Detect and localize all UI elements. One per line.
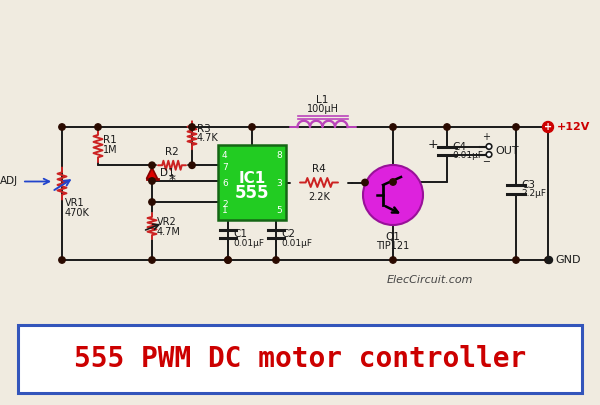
Text: 2.2K: 2.2K [308, 192, 330, 202]
Text: ADJ: ADJ [0, 177, 18, 186]
Circle shape [249, 124, 255, 130]
Text: 8: 8 [276, 151, 282, 160]
Text: C4: C4 [452, 141, 466, 151]
Text: ─: ─ [483, 158, 489, 168]
Circle shape [444, 124, 450, 130]
Circle shape [225, 257, 231, 263]
Text: 6: 6 [222, 179, 228, 188]
FancyBboxPatch shape [218, 145, 286, 220]
FancyBboxPatch shape [18, 325, 582, 393]
Text: R3: R3 [197, 124, 211, 134]
Text: 0.01µF: 0.01µF [281, 239, 312, 247]
Text: 0.01µF: 0.01µF [233, 239, 264, 247]
Polygon shape [146, 168, 157, 179]
Circle shape [486, 144, 492, 149]
Circle shape [189, 162, 195, 168]
Text: R4: R4 [312, 164, 326, 175]
Circle shape [189, 124, 195, 130]
Text: C2: C2 [281, 229, 295, 239]
Text: GND: GND [555, 255, 581, 265]
Circle shape [486, 152, 492, 157]
Text: L1: L1 [316, 95, 329, 105]
Text: C3: C3 [521, 179, 535, 190]
Text: ElecCircuit.com: ElecCircuit.com [387, 275, 473, 285]
Text: 4.7K: 4.7K [197, 133, 219, 143]
Text: C1: C1 [233, 229, 247, 239]
Circle shape [95, 124, 101, 130]
Text: R2: R2 [165, 147, 179, 157]
Text: 2.2µF: 2.2µF [521, 189, 546, 198]
Text: 5: 5 [276, 206, 282, 215]
Text: 4.7M: 4.7M [157, 227, 181, 237]
Circle shape [363, 165, 423, 225]
Circle shape [513, 257, 519, 263]
Text: 4: 4 [222, 151, 227, 160]
Text: 2: 2 [222, 200, 227, 209]
Text: TIP121: TIP121 [376, 241, 410, 251]
Text: 470K: 470K [65, 207, 90, 217]
Circle shape [149, 199, 155, 205]
Circle shape [513, 124, 519, 130]
Circle shape [273, 257, 279, 263]
Circle shape [390, 257, 396, 263]
Text: 7: 7 [222, 162, 228, 171]
Text: VR2: VR2 [157, 217, 177, 227]
Text: VR1: VR1 [65, 198, 85, 209]
Text: 0.01µF: 0.01µF [452, 151, 483, 160]
Text: 555: 555 [235, 183, 269, 202]
Circle shape [149, 162, 155, 168]
Circle shape [149, 178, 155, 184]
Circle shape [149, 257, 155, 263]
Circle shape [362, 179, 368, 186]
Text: +: + [428, 138, 439, 151]
Circle shape [545, 257, 551, 263]
Circle shape [225, 257, 231, 263]
Circle shape [390, 179, 396, 185]
Text: +: + [482, 132, 490, 141]
Text: 555 PWM DC motor controller: 555 PWM DC motor controller [74, 345, 526, 373]
Circle shape [59, 124, 65, 130]
Circle shape [390, 124, 396, 130]
Circle shape [59, 257, 65, 263]
Circle shape [545, 256, 553, 264]
Text: Q1: Q1 [386, 232, 400, 242]
Text: *: * [169, 173, 176, 187]
Text: +12V: +12V [557, 122, 590, 132]
Text: OUT: OUT [495, 145, 518, 156]
Text: +: + [544, 122, 552, 132]
Text: IC1: IC1 [238, 171, 266, 186]
Text: R1: R1 [103, 135, 117, 145]
Text: 1M: 1M [103, 145, 118, 155]
Circle shape [542, 122, 554, 132]
Text: 1: 1 [222, 206, 228, 215]
Text: 3: 3 [276, 179, 282, 188]
Text: D1: D1 [160, 168, 175, 178]
Text: 100µH: 100µH [307, 104, 338, 114]
